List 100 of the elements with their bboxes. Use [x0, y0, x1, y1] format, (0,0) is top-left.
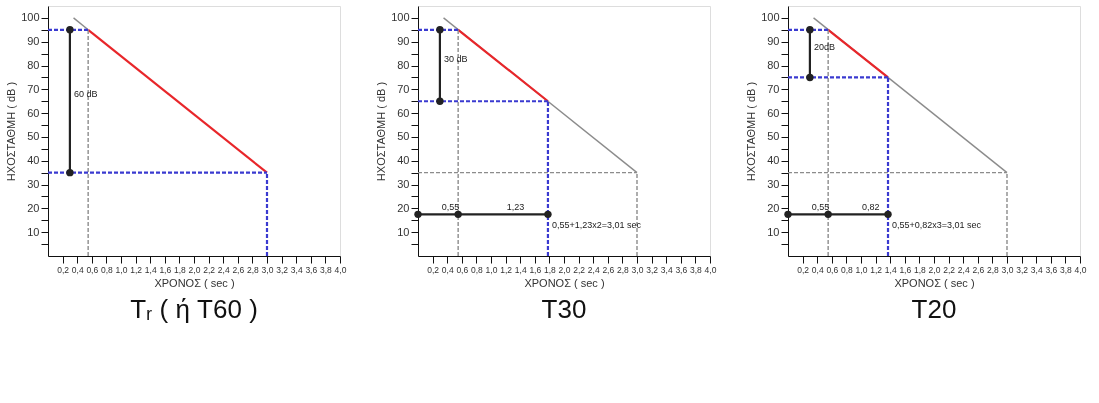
x-tick-label: 2,8	[616, 264, 630, 275]
x-tick-label: 1,6	[159, 264, 172, 275]
x-tick-label: 1,4	[884, 264, 897, 275]
x-tick-label: 1,8	[913, 264, 927, 275]
y-tick-label: 30	[27, 178, 40, 191]
y-tick-label: 100	[21, 11, 40, 24]
x-tick-label: 0,4	[71, 264, 84, 275]
y-tick-label: 70	[767, 82, 780, 95]
x-tick-label: 1,8	[543, 264, 557, 275]
y-tick-label: 50	[767, 130, 780, 143]
x-tick-label: 3,6	[675, 264, 688, 275]
y-tick-label: 10	[27, 225, 40, 238]
text: T30	[541, 293, 587, 324]
y-tick-label: 10	[397, 225, 410, 238]
x-tick-label: 2,6	[972, 264, 985, 275]
x-tick-label: 2,2	[203, 264, 216, 275]
x-tick-label: 3,8	[689, 264, 703, 275]
x-tick-label: 2,0	[188, 264, 201, 275]
x-tick-label: 4,0	[704, 264, 717, 275]
x-tick-label: 0,2	[57, 264, 70, 275]
annotation: 1,23	[506, 202, 525, 213]
annotation: 0,55	[811, 202, 830, 213]
x-tick-label: 1,8	[173, 264, 187, 275]
y-tick-label: 20	[27, 201, 40, 214]
x-tick-label: 3,2	[1016, 264, 1029, 275]
y-tick-label: 80	[397, 59, 410, 72]
y-tick-label: 30	[767, 178, 780, 191]
x-tick-label: 3,8	[1059, 264, 1073, 275]
x-axis-title: ΧΡΟΝΟΣ ( sec )	[894, 277, 975, 289]
x-axis-title: ΧΡΟΝΟΣ ( sec )	[154, 277, 235, 289]
annotation: 20dB	[813, 41, 835, 52]
x-tick-label: 1,4	[514, 264, 527, 275]
y-axis-title: ΗΧΟΣΤΑΘΜΗ ( dB )	[5, 81, 18, 182]
y-tick-label: 40	[397, 154, 410, 167]
x-tick-label: 3,8	[319, 264, 333, 275]
x-tick-label: 0,2	[797, 264, 810, 275]
x-tick-label: 3,2	[646, 264, 659, 275]
y-tick-label: 100	[761, 11, 780, 24]
y-tick-label: 20	[397, 201, 410, 214]
x-tick-label: 4,0	[334, 264, 347, 275]
x-tick-label: 0,8	[840, 264, 854, 275]
y-tick-label: 60	[767, 106, 780, 119]
y-tick-label: 10	[767, 225, 780, 238]
x-tick-label: 2,2	[943, 264, 956, 275]
x-tick-label: 1,6	[899, 264, 912, 275]
x-tick-label: 0,4	[811, 264, 824, 275]
x-tick-label: 2,2	[573, 264, 586, 275]
y-tick-label: 70	[27, 82, 40, 95]
x-tick-label: 0,4	[441, 264, 454, 275]
x-tick-label: 3,6	[305, 264, 318, 275]
x-tick-label: 1,0	[115, 264, 128, 275]
x-tick-label: 2,4	[957, 264, 970, 275]
annotation: 0,55+1,23x2=3,01 sec	[551, 220, 642, 231]
x-tick-label: 1,4	[144, 264, 157, 275]
x-tick-label: 3,0	[261, 264, 274, 275]
y-axis-title: ΗΧΟΣΤΑΘΜΗ ( dB )	[375, 81, 388, 182]
x-tick-label: 3,0	[1001, 264, 1014, 275]
x-tick-label: 2,6	[602, 264, 615, 275]
y-tick-label: 90	[27, 35, 40, 48]
x-tick-label: 0,8	[470, 264, 484, 275]
y-tick-label: 60	[397, 106, 410, 119]
x-tick-label: 2,8	[246, 264, 260, 275]
x-tick-label: 1,0	[485, 264, 498, 275]
x-tick-label: 2,4	[587, 264, 600, 275]
text: Tᵣ ( ή T60 )	[130, 293, 258, 324]
x-tick-label: 2,8	[986, 264, 1000, 275]
y-tick-label: 30	[397, 178, 410, 191]
annotation: 0,82	[862, 202, 880, 213]
y-tick-label: 70	[397, 82, 410, 95]
x-tick-label: 3,0	[631, 264, 644, 275]
y-tick-label: 100	[391, 11, 410, 24]
y-tick-label: 90	[397, 35, 410, 48]
annotation: 0,55+0,82x3=3,01 sec	[892, 220, 982, 231]
x-axis-title: ΧΡΟΝΟΣ ( sec )	[524, 277, 605, 289]
annotation: 30 dB	[443, 53, 468, 64]
x-tick-label: 2,0	[928, 264, 941, 275]
y-tick-label: 50	[397, 130, 410, 143]
y-tick-label: 80	[27, 59, 40, 72]
x-tick-label: 1,0	[855, 264, 868, 275]
y-axis-title: ΗΧΟΣΤΑΘΜΗ ( dB )	[745, 81, 758, 182]
x-tick-label: 1,2	[500, 264, 513, 275]
annotation: 0,55	[441, 202, 460, 213]
y-tick-label: 60	[27, 106, 40, 119]
x-tick-label: 3,6	[1045, 264, 1058, 275]
x-tick-label: 0,8	[100, 264, 114, 275]
annotation: 60 dB	[73, 89, 98, 100]
x-tick-label: 0,2	[427, 264, 440, 275]
y-tick-label: 90	[767, 35, 780, 48]
text: T20	[911, 293, 957, 324]
x-tick-label: 1,2	[870, 264, 883, 275]
x-tick-label: 1,6	[529, 264, 542, 275]
y-tick-label: 40	[767, 154, 780, 167]
x-tick-label: 1,2	[130, 264, 143, 275]
x-tick-label: 3,4	[290, 264, 303, 275]
x-tick-label: 0,6	[826, 264, 839, 275]
x-tick-label: 0,6	[456, 264, 469, 275]
y-tick-label: 20	[767, 201, 780, 214]
y-tick-label: 40	[27, 154, 40, 167]
y-tick-label: 50	[27, 130, 40, 143]
x-tick-label: 3,2	[276, 264, 289, 275]
